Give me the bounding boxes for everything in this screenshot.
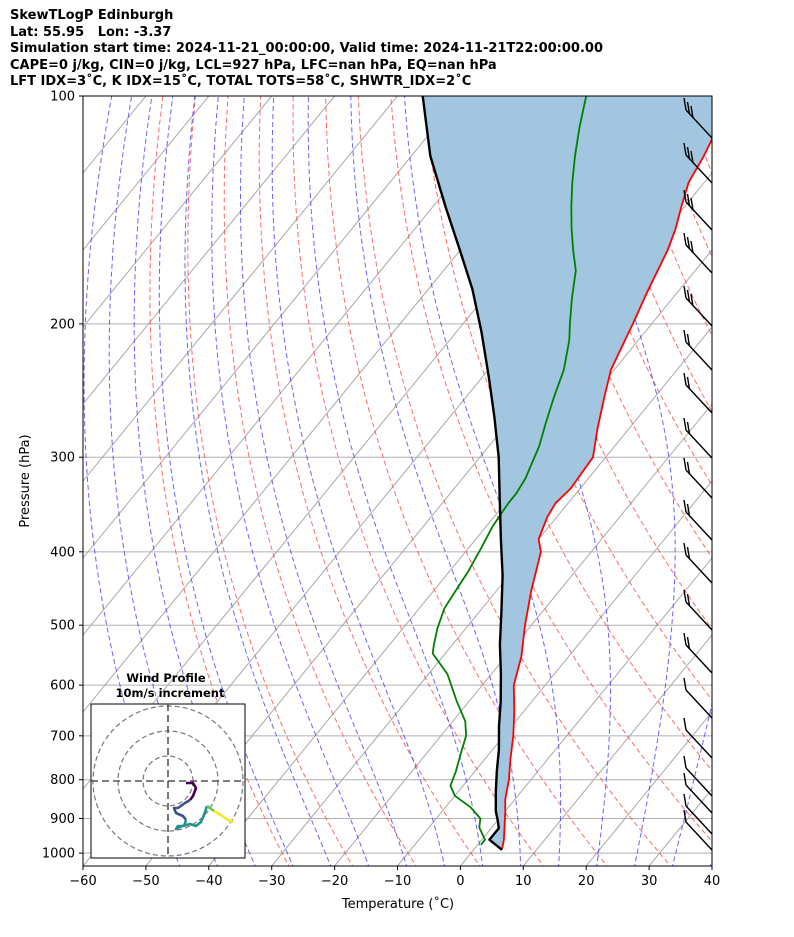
dry-adiabat xyxy=(520,96,712,559)
dry-adiabat xyxy=(187,96,354,866)
y-tick-label: 400 xyxy=(50,545,75,560)
moist-adiabat xyxy=(709,858,712,866)
dry-adiabat xyxy=(149,96,290,866)
y-tick-label: 600 xyxy=(50,679,75,694)
dry-adiabat xyxy=(292,96,545,866)
moist-adiabat xyxy=(271,96,446,866)
moist-adiabat xyxy=(404,96,562,866)
isotherm-line xyxy=(585,711,712,866)
moist-adiabat xyxy=(184,96,332,866)
y-tick-label: 700 xyxy=(50,729,75,744)
y-tick-label: 500 xyxy=(50,619,75,634)
wind-barb xyxy=(683,717,713,759)
isotherm-line xyxy=(83,96,335,405)
isotherm-line xyxy=(334,403,712,866)
moist-adiabat xyxy=(350,96,522,866)
moist-adiabat xyxy=(211,96,370,866)
dry-adiabat xyxy=(390,96,712,843)
isotherm-line xyxy=(711,865,712,866)
isotherm-line xyxy=(271,326,712,866)
isotherm-line xyxy=(83,96,84,97)
inset-subtitle: 10m/s increment xyxy=(116,686,225,700)
isotherm-line xyxy=(83,96,210,251)
y-tick-label: 100 xyxy=(50,90,75,105)
x-tick-label: 40 xyxy=(704,874,721,889)
wind-profile-inset: Wind Profile 10m/s increment xyxy=(90,671,246,859)
y-tick-label: 200 xyxy=(50,317,75,332)
wind-barb xyxy=(683,677,713,719)
cape-cin-shading xyxy=(422,96,712,850)
temperature-line xyxy=(501,137,712,850)
dry-adiabat xyxy=(782,96,794,869)
location-line: Lat: 55.95 Lon: -3.37 xyxy=(10,24,172,40)
dry-adiabat xyxy=(223,96,417,866)
wind-barb xyxy=(683,809,713,851)
dry-adiabat xyxy=(749,96,794,869)
x-tick-label: −40 xyxy=(195,874,222,889)
y-tick-label: 1000 xyxy=(42,847,75,862)
wind-barb xyxy=(683,772,713,814)
dry-adiabat xyxy=(683,96,712,175)
wind-barb xyxy=(683,189,713,231)
chart-header: SkewTLogP Edinburgh Lat: 55.95 Lon: -3.37… xyxy=(10,8,603,91)
parcel-line xyxy=(421,96,504,851)
shaded-area xyxy=(422,96,712,850)
time-line: Simulation start time: 2024-11-21_00:00:… xyxy=(10,41,603,57)
wind-barbs xyxy=(683,97,713,851)
x-axis-label: Temperature (˚C) xyxy=(341,896,454,912)
dry-adiabat xyxy=(325,96,608,866)
x-tick-label: −60 xyxy=(69,874,96,889)
moist-adiabat xyxy=(570,96,676,866)
x-tick-label: 20 xyxy=(578,874,595,889)
moist-adiabat xyxy=(158,96,294,866)
dewpoint-line xyxy=(431,96,588,846)
wind-barb xyxy=(683,372,713,414)
wind-barb xyxy=(683,632,713,674)
wind-barb xyxy=(683,285,713,327)
axis-ticks: −60 −50 −40 −30 −20 −10 0 10 20 30 40 100 200 300 400 5… xyxy=(42,90,720,890)
y-tick-label: 900 xyxy=(50,812,75,827)
moist-adiabat xyxy=(307,96,484,866)
isotherm-line xyxy=(83,96,524,636)
isotherm-line xyxy=(83,96,398,482)
index-line: LFT IDX=3˚C, K IDX=15˚C, TOTAL TOTS=58˚C… xyxy=(10,74,472,90)
wind-barb xyxy=(683,499,713,541)
dry-adiabat xyxy=(258,96,481,866)
wind-barb xyxy=(683,589,713,631)
wind-barb xyxy=(683,232,713,274)
wind-barb xyxy=(683,457,713,499)
moist-adiabat xyxy=(671,96,712,866)
isotherm-line xyxy=(83,96,461,559)
x-tick-label: 30 xyxy=(641,874,658,889)
wind-barb xyxy=(683,755,713,797)
y-axis-label: Pressure (hPa) xyxy=(18,434,33,527)
wind-barb xyxy=(683,97,713,139)
inset-title: Wind Profile xyxy=(126,671,206,685)
wind-barb xyxy=(683,329,713,371)
profile-lines xyxy=(421,96,712,851)
wind-barb xyxy=(683,793,713,835)
wind-barb xyxy=(683,542,713,584)
cape-line: CAPE=0 j/kg, CIN=0 j/kg, LCL=927 hPa, LF… xyxy=(10,57,497,73)
dry-adiabat xyxy=(585,96,712,413)
inset-rings xyxy=(91,704,245,858)
x-tick-label: −50 xyxy=(132,874,159,889)
isotherm-line xyxy=(83,96,273,328)
wind-barb xyxy=(683,417,713,459)
wind-barb xyxy=(683,142,713,184)
dry-adiabat xyxy=(716,96,794,869)
x-tick-label: −30 xyxy=(258,874,285,889)
x-tick-label: 10 xyxy=(515,874,532,889)
isotherm-line xyxy=(460,557,712,866)
y-tick-label: 300 xyxy=(50,451,75,466)
x-tick-label: −10 xyxy=(384,874,411,889)
x-tick-label: 0 xyxy=(456,874,464,889)
chart-title: SkewTLogP Edinburgh xyxy=(10,8,174,23)
x-tick-label: −20 xyxy=(321,874,348,889)
y-tick-label: 800 xyxy=(50,773,75,788)
moist-adiabat xyxy=(240,96,408,866)
